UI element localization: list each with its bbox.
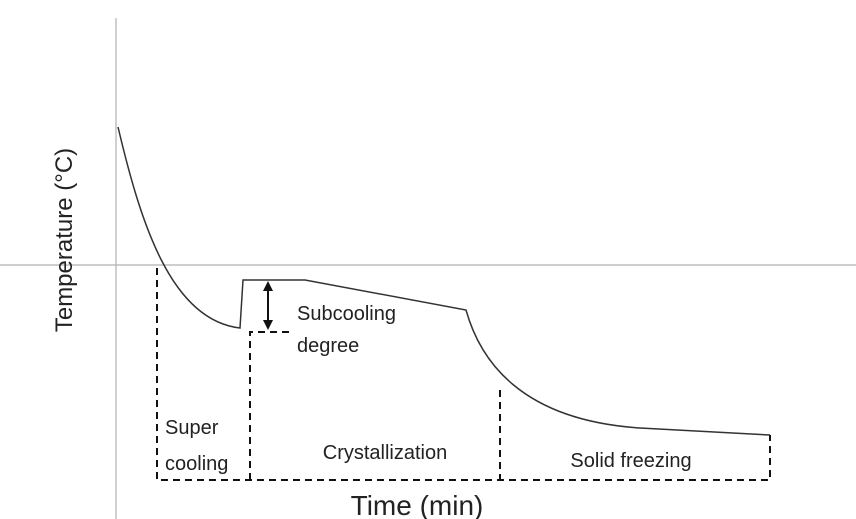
annotation: Subcooling <box>297 303 396 325</box>
region-label: cooling <box>165 453 228 475</box>
region-outline <box>156 268 771 481</box>
region-label: Crystallization <box>323 442 447 464</box>
region-label: Super <box>165 417 219 439</box>
crystallization-outline <box>249 331 290 480</box>
region-label: Solid freezing <box>570 450 691 472</box>
annotation: degree <box>297 335 359 357</box>
x-axis-label: Time (min) <box>351 490 484 519</box>
temperature-curve <box>117 126 771 436</box>
y-axis-label: Temperature (°C) <box>51 148 78 332</box>
